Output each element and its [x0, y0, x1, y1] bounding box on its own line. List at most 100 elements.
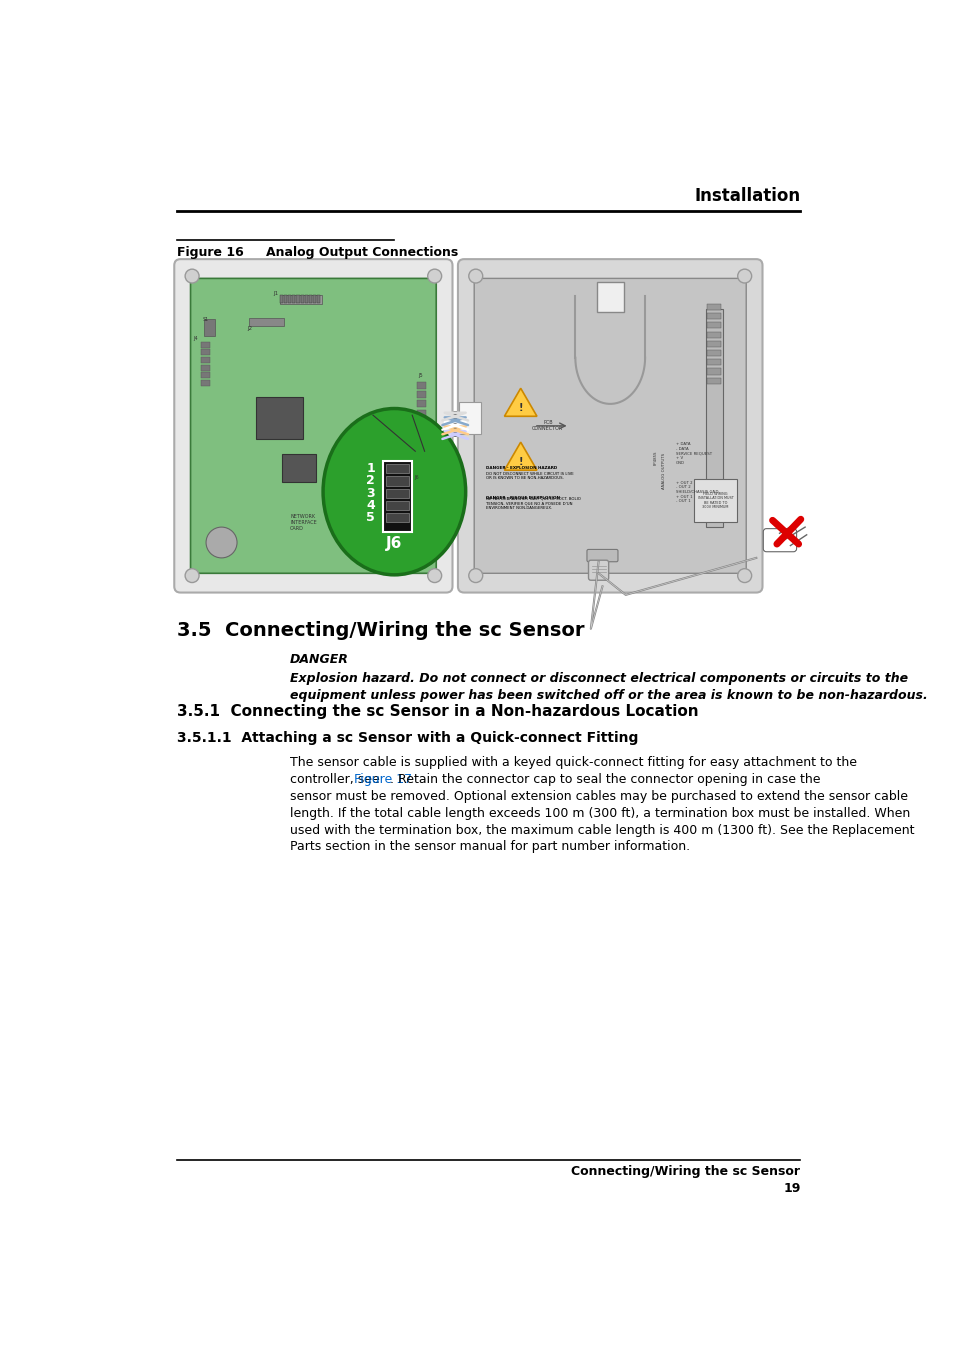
- Bar: [309, 296, 312, 303]
- Bar: [200, 349, 210, 355]
- Text: 3.5.1.1  Attaching a sc Sensor with a Quick-connect Fitting: 3.5.1.1 Attaching a sc Sensor with a Qui…: [177, 731, 639, 746]
- Text: Figure 17: Figure 17: [354, 773, 412, 786]
- Bar: [385, 501, 409, 511]
- Circle shape: [737, 569, 751, 582]
- Text: used with the termination box, the maximum cable length is 400 m (1300 ft). See : used with the termination box, the maxim…: [290, 824, 913, 836]
- Text: sensor must be removed. Optional extension cables may be purchased to extend the: sensor must be removed. Optional extensi…: [290, 790, 907, 802]
- Bar: [706, 331, 720, 338]
- Circle shape: [468, 569, 482, 582]
- Circle shape: [185, 269, 199, 282]
- Text: 19: 19: [782, 1182, 800, 1194]
- FancyBboxPatch shape: [191, 278, 436, 573]
- Bar: [706, 313, 720, 319]
- Text: 3.5.1  Connecting the sc Sensor in a Non-hazardous Location: 3.5.1 Connecting the sc Sensor in a Non-…: [177, 704, 699, 719]
- FancyBboxPatch shape: [174, 259, 452, 593]
- Bar: [249, 319, 283, 326]
- FancyBboxPatch shape: [474, 278, 745, 573]
- Bar: [385, 463, 409, 473]
- Bar: [292, 296, 295, 303]
- Text: 2: 2: [366, 474, 375, 488]
- Bar: [416, 392, 426, 399]
- Text: 5: 5: [366, 512, 375, 524]
- Text: J4: J4: [193, 336, 197, 340]
- Text: length. If the total cable length exceeds 100 m (300 ft), a termination box must: length. If the total cable length exceed…: [290, 807, 909, 820]
- Text: + DATA
- DATA
SERVICE REQUEST
+ V
GND: + DATA - DATA SERVICE REQUEST + V GND: [675, 442, 711, 465]
- FancyBboxPatch shape: [586, 550, 618, 562]
- Text: ANALOG OUTPUTS: ANALOG OUTPUTS: [661, 453, 665, 489]
- Text: PCB
CONNECTOR: PCB CONNECTOR: [532, 420, 563, 431]
- Text: DO NOT DISCONNECT WHILE CIRCUIT IS LIVE
OR IS KNOWN TO BE NON-HAZARDOUS.: DO NOT DISCONNECT WHILE CIRCUIT IS LIVE …: [485, 471, 573, 481]
- Circle shape: [206, 527, 236, 558]
- Text: controller, see: controller, see: [290, 773, 383, 786]
- Text: J5: J5: [418, 373, 422, 378]
- Bar: [416, 409, 426, 416]
- Text: NE PAS DEBRANCHER TANT QUE LE SOCT. BOLIO
TENSION, VERIFIER QUE NO A POSEDE D'UN: NE PAS DEBRANCHER TANT QUE LE SOCT. BOLI…: [485, 496, 580, 509]
- Bar: [706, 369, 720, 374]
- Bar: [706, 304, 720, 309]
- Text: J2: J2: [247, 326, 252, 331]
- Text: 3.5  Connecting/Wiring the sc Sensor: 3.5 Connecting/Wiring the sc Sensor: [177, 621, 584, 640]
- Bar: [410, 450, 422, 474]
- Text: J6: J6: [415, 476, 418, 480]
- FancyBboxPatch shape: [588, 561, 608, 580]
- Ellipse shape: [323, 408, 465, 574]
- Text: . Retain the connector cap to seal the connector opening in case the: . Retain the connector cap to seal the c…: [390, 773, 821, 786]
- Polygon shape: [504, 388, 537, 416]
- FancyBboxPatch shape: [457, 259, 761, 593]
- Bar: [200, 380, 210, 386]
- Bar: [705, 309, 722, 527]
- Bar: [296, 296, 299, 303]
- Bar: [706, 323, 720, 328]
- Polygon shape: [504, 442, 537, 470]
- Bar: [706, 359, 720, 365]
- Text: Parts section in the sensor manual for part number information.: Parts section in the sensor manual for p…: [290, 840, 689, 854]
- Text: J1: J1: [274, 290, 278, 296]
- Text: !: !: [517, 457, 522, 467]
- Text: 3: 3: [366, 486, 375, 500]
- Bar: [256, 397, 303, 439]
- Text: DANGER - EXPLOSION HAZARD: DANGER - EXPLOSION HAZARD: [485, 466, 557, 470]
- Bar: [282, 454, 315, 482]
- Bar: [204, 319, 214, 336]
- Bar: [288, 296, 291, 303]
- Circle shape: [427, 269, 441, 282]
- Bar: [416, 419, 426, 426]
- Bar: [385, 477, 409, 485]
- Bar: [382, 461, 412, 532]
- Bar: [279, 295, 322, 304]
- Text: FP485S: FP485S: [654, 451, 658, 466]
- Text: 4: 4: [366, 499, 375, 512]
- Text: J6: J6: [386, 536, 402, 551]
- Text: FIELD WIRING
INSTALLATION MUST
BE RATED TO
300V MINIMUM: FIELD WIRING INSTALLATION MUST BE RATED …: [697, 492, 733, 509]
- Bar: [279, 296, 282, 303]
- Bar: [416, 400, 426, 408]
- Text: Explosion hazard. Do not connect or disconnect electrical components or circuits: Explosion hazard. Do not connect or disc…: [290, 671, 907, 685]
- Bar: [459, 403, 480, 434]
- Bar: [416, 382, 426, 389]
- Text: 1: 1: [366, 462, 375, 476]
- Bar: [313, 296, 316, 303]
- Text: NETWORK
INTERFACE
CARD: NETWORK INTERFACE CARD: [290, 515, 316, 531]
- Bar: [200, 365, 210, 370]
- Bar: [200, 373, 210, 378]
- Bar: [385, 489, 409, 497]
- Bar: [385, 513, 409, 523]
- Bar: [706, 378, 720, 384]
- Bar: [304, 296, 308, 303]
- Circle shape: [427, 569, 441, 582]
- Bar: [596, 282, 623, 312]
- Text: DANGER - RISQUE D'EXPLOSION: DANGER - RISQUE D'EXPLOSION: [485, 496, 559, 500]
- Text: Connecting/Wiring the sc Sensor: Connecting/Wiring the sc Sensor: [571, 1165, 800, 1178]
- Circle shape: [737, 269, 751, 282]
- Circle shape: [468, 269, 482, 282]
- Text: Installation: Installation: [694, 188, 800, 205]
- Text: equipment unless power has been switched off or the area is known to be non-haza: equipment unless power has been switched…: [290, 689, 926, 701]
- Text: The sensor cable is supplied with a keyed quick-connect fitting for easy attachm: The sensor cable is supplied with a keye…: [290, 755, 856, 769]
- Bar: [706, 350, 720, 357]
- Text: + OUT 2
- OUT 2
SHIELD/CHASSIS GND
+ OUT 1
- OUT 1: + OUT 2 - OUT 2 SHIELD/CHASSIS GND + OUT…: [675, 481, 718, 504]
- Text: Figure 16: Figure 16: [177, 246, 244, 259]
- Text: DANGER: DANGER: [290, 654, 348, 666]
- Text: Analog Output Connections: Analog Output Connections: [266, 246, 458, 259]
- Circle shape: [185, 569, 199, 582]
- Bar: [300, 296, 303, 303]
